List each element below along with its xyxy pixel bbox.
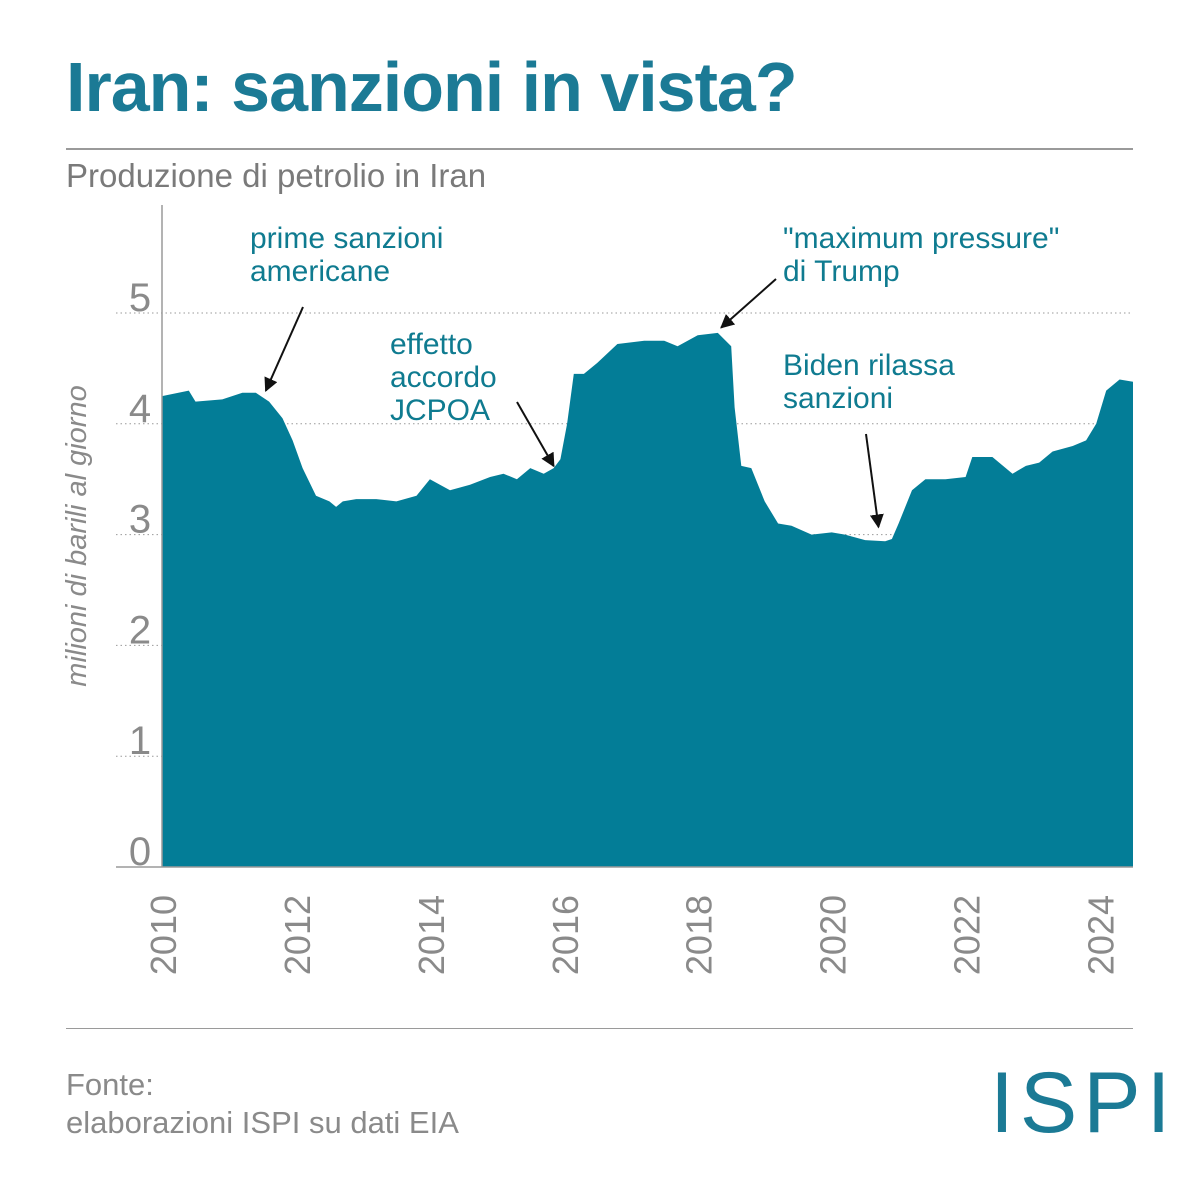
x-tick-label: 2014 [411,895,452,975]
annotation-arrow [516,401,555,468]
y-axis-title: milioni di barili al giorno [61,385,93,686]
annotation-text: accordo [390,361,497,394]
source-note: Fonte: elaborazioni ISPI su dati EIA [66,1066,459,1142]
title-divider [66,148,1133,150]
annotation-text: sanzioni [783,382,893,415]
footer-divider [66,1028,1133,1029]
annotation-arrow [865,433,884,529]
ispi-logo: ISPI [990,1055,1177,1151]
x-tick-label: 2024 [1081,895,1122,975]
x-tick-label: 2022 [947,895,988,975]
x-tick-label: 2010 [143,895,184,975]
annotation-text: effetto [390,328,473,361]
annotation-text: americane [250,255,390,288]
source-label: Fonte: [66,1067,154,1102]
annotation-arrow [264,306,304,393]
chart-subtitle: Produzione di petrolio in Iran [66,157,487,194]
annotation-arrow [720,278,777,329]
x-tick-label: 2012 [277,895,318,975]
x-tick-label: 2016 [545,895,586,975]
series-area [162,332,1133,867]
x-tick-label: 2020 [813,895,854,975]
annotation-text: "maximum pressure" [783,222,1059,255]
page-title: Iran: sanzioni in vista? [66,48,798,126]
y-tick-label: 3 [129,498,151,542]
y-tick-label: 5 [129,276,151,320]
source-text: elaborazioni ISPI su dati EIA [66,1105,459,1141]
y-tick-label: 0 [129,830,151,874]
y-tick-label: 4 [129,387,151,431]
chart: 0 1 2 3 4 5 milioni di barili al giorno 2010 201… [61,205,1133,975]
annotation-text: prime sanzioni [250,222,443,255]
x-tick-label: 2018 [679,895,720,975]
y-tick-label: 2 [129,608,151,652]
annotation-text: JCPOA [390,394,490,427]
annotation-text: di Trump [783,255,900,288]
annotation-text: Biden rilassa [783,349,955,382]
y-tick-label: 1 [129,719,151,763]
